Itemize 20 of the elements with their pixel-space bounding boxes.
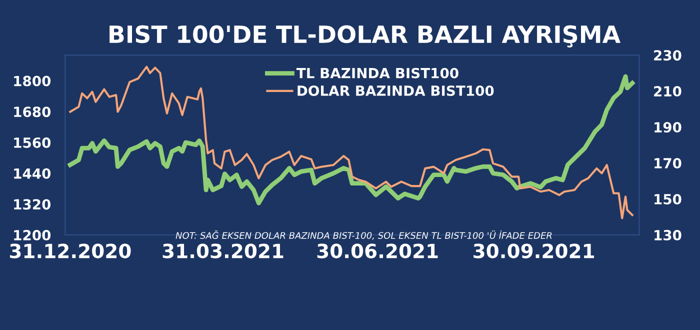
y-tick-label: 1800 <box>14 76 51 86</box>
y2-tick-label: 150 <box>654 194 682 204</box>
y-tick-label: 1200 <box>14 230 51 240</box>
x-tick-label: 30.09.2021 <box>474 244 594 258</box>
y2-tick-label: 210 <box>654 86 682 97</box>
x-tick-label: 30.06.2021 <box>317 244 438 258</box>
y2-tick-label: 190 <box>654 122 682 133</box>
x-tick-label: 31.12.2020 <box>10 244 131 258</box>
y2-tick-label: 230 <box>654 50 682 61</box>
annotation: NOT: SAĞ EKSEN DOLAR BAZINDA BIST-100, SOL EKSEN TL BIST-100 'Ü İFADE EDER <box>176 230 552 240</box>
legend-label: DOLAR BAZINDA BIST100 <box>298 85 494 96</box>
y-tick-label: 1320 <box>14 199 51 210</box>
legend-label: TL BAZINDA BIST100 <box>296 68 458 78</box>
y-tick-label: 1560 <box>14 137 51 148</box>
chart-title: BIST 100'DE TL-DOLAR BAZLI AYRIŞMA <box>110 25 620 48</box>
y2-tick-label: 130 <box>654 230 682 240</box>
x-tick-label: 31.03.2021 <box>162 244 284 258</box>
y-tick-label: 1680 <box>14 106 51 118</box>
y2-tick-label: 170 <box>654 158 682 168</box>
y-tick-label: 1440 <box>14 168 51 179</box>
